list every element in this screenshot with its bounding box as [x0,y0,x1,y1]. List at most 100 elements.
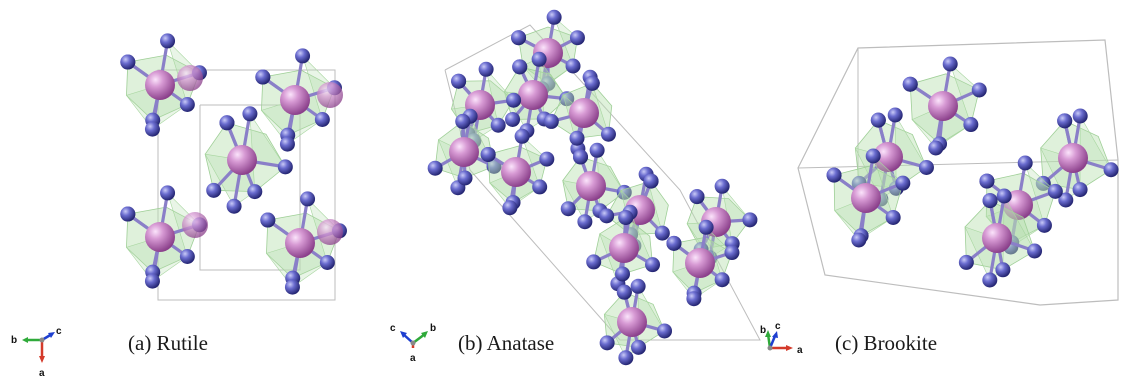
anatase-axis-b-label: b [430,323,436,334]
oxygen-atom [219,115,235,131]
oxygen-atom [506,92,522,108]
oxygen-atom [996,188,1012,204]
polyhedron-face [204,112,286,207]
oxygen-atom [870,112,886,128]
oxygen-atom [532,179,548,195]
oxygen-atom [546,9,562,25]
oxygen-atom [279,136,295,152]
oxygen-atom [618,209,634,225]
oxygen-atom [1058,192,1074,208]
oxygen-atom [643,173,659,189]
oxygen-atom [480,146,496,162]
oxygen-atom [589,142,605,158]
oxygen-atom [1035,175,1051,191]
tio6-octahedron [503,51,575,139]
titanium-atom [280,85,310,115]
oxygen-atom [958,254,974,270]
oxygen-atom [895,175,911,191]
titanium-atom [576,171,606,201]
oxygen-atom [686,291,702,307]
oxygen-atom [314,112,330,128]
titanium-atom [182,212,208,238]
oxygen-atom [512,59,528,75]
oxygen-atom [543,113,559,129]
oxygen-atom [963,117,979,133]
oxygen-atom [826,167,842,183]
titanium-atom [928,91,958,121]
oxygen-atom [565,58,581,74]
titanium-atom [285,228,315,258]
oxygen-atom [1017,155,1033,171]
titanium-atom [617,307,647,337]
rutile-axis-triad: b c a [11,326,62,378]
titanium-atom [449,137,479,167]
titanium-atom [851,183,881,213]
oxygen-atom [599,335,615,351]
oxygen-atom [242,106,258,122]
oxygen-atom [865,148,881,164]
oxygen-atom [427,160,443,176]
oxygen-atom [179,97,195,113]
oxygen-atom [586,254,602,270]
tio6-octahedron [204,106,293,214]
oxygen-atom [714,178,730,194]
oxygen-atom [539,151,555,167]
oxygen-atom [455,113,471,129]
oxygen-atom [698,219,714,235]
oxygen-atom [928,140,944,156]
oxygen-atom [490,117,506,133]
oxygen-atom [457,170,473,186]
oxygen-atom [902,76,918,92]
unit-cell-edge [444,24,761,341]
tio6-octahedron [560,142,632,230]
tio6-octahedron [599,278,673,366]
oxygen-atom [226,198,242,214]
oxygen-atom [599,208,615,224]
tio6-octahedron [1035,108,1119,208]
oxygen-atom [206,182,222,198]
oxygen-atom [1036,217,1052,233]
titanium-atom [518,80,548,110]
oxygen-atom [451,73,467,89]
tio6-octahedron [120,33,207,137]
titanium-atom [145,70,175,100]
anatase-structure [427,9,761,366]
brookite-structure [797,39,1119,306]
oxygen-atom [982,193,998,209]
tio6-octahedron [543,69,616,157]
oxygen-atom [502,200,518,216]
oxygen-atom [918,159,934,175]
titanium-atom [982,223,1012,253]
titanium-atom [873,142,903,172]
oxygen-atom [569,130,585,146]
oxygen-atom [982,272,998,288]
oxygen-atom [995,262,1011,278]
oxygen-atom [1072,182,1088,198]
rutile-caption: (a) Rutile [128,331,208,355]
oxygen-atom [120,54,136,70]
oxygen-atom [657,323,673,339]
tio6-octahedron [427,108,502,196]
oxygen-atom [260,212,276,228]
rutile-axis-b-label: b [11,335,17,346]
anatase-axis-a-label: a [410,353,416,364]
rutile-axis-a-label: a [39,368,45,378]
oxygen-atom [1103,162,1119,178]
titanium-atom [501,157,531,187]
brookite-axis-a-label: a [797,345,803,356]
oxygen-atom [478,61,494,77]
brookite-axis-b-label: b [760,325,766,336]
oxygen-atom [631,339,647,355]
tio6-octahedron [666,219,740,307]
oxygen-atom [319,255,335,271]
oxygen-atom [284,279,300,295]
oxygen-atom [277,159,293,175]
tio6-octahedron [958,188,1043,288]
oxygen-atom [160,185,176,201]
oxygen-atom [971,82,987,98]
oxygen-atom [486,158,502,174]
oxygen-atom [614,266,630,282]
oxygen-atom [572,149,588,165]
oxygen-atom [887,107,903,123]
oxygen-atom [600,126,616,142]
